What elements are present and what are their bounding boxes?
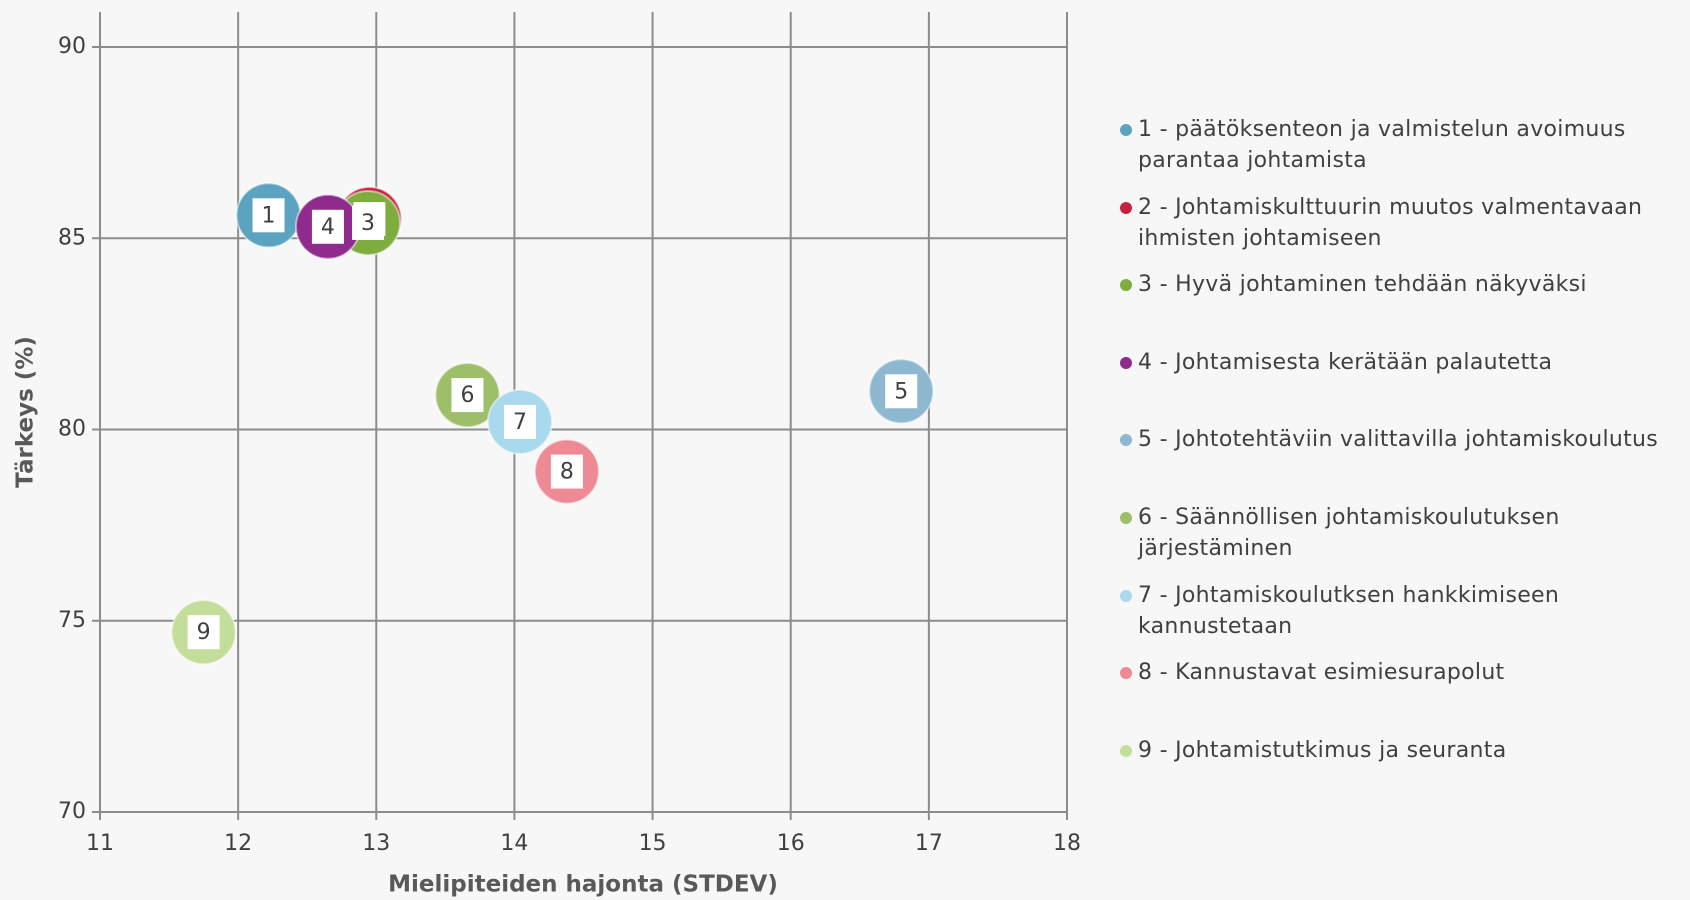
label-box: [187, 615, 220, 650]
data-label: 5: [894, 379, 908, 404]
data-label: 8: [560, 460, 574, 485]
y-tick-label: 70: [58, 799, 86, 824]
y-tick-label: 90: [58, 34, 86, 59]
x-tick-label: 13: [362, 831, 390, 856]
legend-item: 6 - Säännöllisen johtamiskoulutuksen jär…: [1120, 502, 1680, 564]
y-tick-label: 85: [58, 225, 86, 250]
data-label: 1: [262, 203, 276, 228]
x-tick-label: 17: [915, 831, 943, 856]
label-box: [885, 374, 918, 409]
legend-marker: [1120, 124, 1132, 136]
label-box: [550, 454, 583, 489]
data-label: 3: [361, 211, 375, 236]
data-label: 6: [460, 383, 474, 408]
legend-item: 2 - Johtamiskulttuurin muutos valmentava…: [1120, 192, 1680, 254]
legend-label: 2 - Johtamiskulttuurin muutos valmentava…: [1138, 194, 1643, 251]
x-tick-label: 15: [639, 831, 667, 856]
legend-marker: [1120, 434, 1132, 447]
legend-marker: [1120, 512, 1132, 524]
x-tick-label: 18: [1053, 831, 1081, 856]
x-tick-label: 14: [500, 831, 528, 856]
x-axis-title: Mielipiteiden hajonta (STDEV): [388, 872, 778, 898]
legend-item: 3 - Hyvä johtaminen tehdään näkyväksi: [1120, 269, 1587, 300]
legend-label: 3 - Hyvä johtaminen tehdään näkyväksi: [1138, 272, 1587, 298]
legend-item: 5 - Johtotehtäviin valittavilla johtamis…: [1120, 424, 1658, 455]
legend-label: 8 - Kannustavat esimiesurapolut: [1138, 660, 1505, 686]
legend-marker: [1120, 201, 1132, 214]
legend-marker: [1120, 356, 1132, 369]
legend-label: 4 - Johtamisesta kerätään palautetta: [1138, 349, 1553, 375]
legend-item: 4 - Johtamisesta kerätään palautetta: [1120, 347, 1552, 378]
y-tick-label: 80: [58, 417, 86, 442]
legend-label: 7 - Johtamiskoulutksen hankkimiseen kann…: [1138, 582, 1560, 639]
legend-label: 6 - Säännöllisen johtamiskoulutuksen jär…: [1138, 505, 1560, 561]
x-tick-label: 12: [224, 831, 252, 856]
legend-marker: [1120, 744, 1132, 757]
legend-marker: [1120, 279, 1132, 292]
label-box: [351, 205, 384, 240]
x-tick-label: 16: [777, 831, 805, 856]
y-axis-title: Tärkeys (%): [13, 336, 39, 488]
label-box: [451, 378, 484, 413]
legend-label: 1 - päätöksenteon ja valmistelun avoimuu…: [1138, 117, 1626, 173]
legend-marker: [1120, 667, 1132, 680]
data-label: 9: [197, 620, 211, 645]
legend-item: 8 - Kannustavat esimiesurapolut: [1120, 657, 1505, 688]
legend-marker: [1120, 589, 1132, 602]
y-tick-label: 75: [58, 608, 86, 633]
label-box: [311, 209, 344, 244]
legend-item: 7 - Johtamiskoulutksen hankkimiseen kann…: [1120, 580, 1680, 642]
legend-label: 9 - Johtamistutkimus ja seuranta: [1138, 737, 1507, 763]
legend-label: 5 - Johtotehtäviin valittavilla johtamis…: [1138, 427, 1659, 453]
label-box: [503, 404, 536, 439]
data-label: 4: [321, 215, 335, 240]
legend-item: 9 - Johtamistutkimus ja seuranta: [1120, 735, 1507, 766]
label-box: [252, 198, 285, 233]
x-tick-label: 11: [86, 831, 114, 856]
data-label: 7: [513, 410, 527, 435]
legend-item: 1 - päätöksenteon ja valmistelun avoimuu…: [1120, 114, 1680, 176]
